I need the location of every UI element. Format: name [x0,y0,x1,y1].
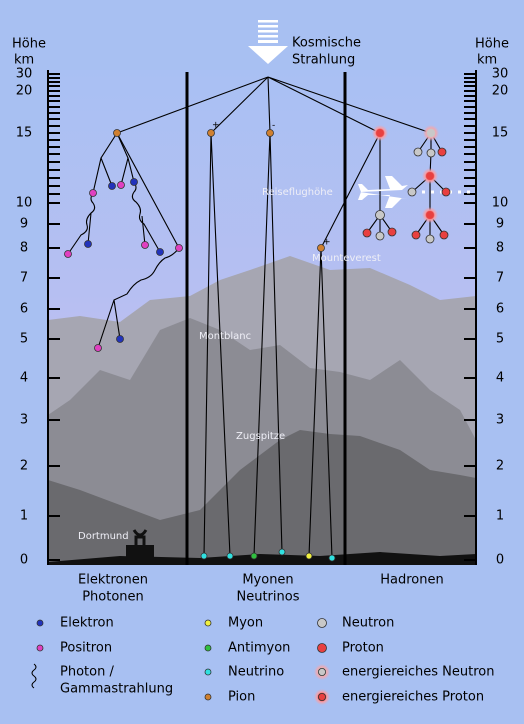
place-label: Dortmund [78,531,129,542]
legend-label: energiereiches Neutron [342,665,494,680]
column-label: Neutrinos [237,590,300,605]
legend-symbol [204,693,212,701]
tick-label: 5 [20,332,28,347]
tick-label: 3 [20,413,28,428]
tick-label: 30 [492,67,509,82]
particles [64,129,336,562]
tick-label: 10 [16,196,33,211]
legend-label: Antimyon [228,641,290,656]
legend-symbol [317,643,327,653]
legend-symbol [204,619,212,627]
legend-label: Proton [342,641,384,656]
legend-symbol [31,663,37,689]
legend-symbol [204,668,212,676]
ground [48,552,476,565]
legend-label: Positron [60,641,112,656]
particle [422,207,438,223]
dortmund-icon [132,529,148,545]
legend-symbol [204,644,212,652]
legend-label: Elektron [60,616,114,631]
legend-label: Myon [228,616,263,631]
axis-label: km [14,53,34,68]
airplane [358,176,408,208]
tick-label: 0 [20,553,28,568]
tick-label: 4 [496,371,504,386]
axis-label: Höhe [475,37,509,52]
particle [423,125,439,141]
tick-label: 8 [496,241,504,256]
cosmic-arrow [248,20,288,64]
tick-label: 15 [16,126,33,141]
tick-label: 3 [496,413,504,428]
dortmund-icon [126,545,154,559]
particle [422,168,438,184]
tick-label: 8 [20,241,28,256]
place-label: Zugspitze [236,431,285,442]
tick-label: 1 [496,509,504,524]
tick-label: 30 [16,67,33,82]
axis-label: Höhe [12,37,46,52]
charge: + [323,238,331,248]
tick-label: 20 [492,84,509,99]
column-label: Photonen [82,590,144,605]
charge: - [272,121,275,131]
place-label: Reiseflughöhe [262,187,333,198]
tick-label: 0 [496,553,504,568]
tick-label: 1 [20,509,28,524]
legend-symbol [317,668,326,677]
legend-label: energiereiches Proton [342,690,484,705]
tick-label: 6 [496,302,504,317]
tick-label: 6 [20,302,28,317]
axis-label: km [477,53,497,68]
tick-label: 15 [492,126,509,141]
particles [362,147,451,244]
tick-label: 7 [20,271,28,286]
legend-label: Photon / [60,665,114,680]
legend-label: Gammastrahlung [60,682,173,697]
legend-symbol [317,693,326,702]
legend-symbol [36,619,44,627]
tick-label: 9 [20,217,28,232]
place-label: Mounteverest [312,253,381,264]
column-label: Myonen [242,573,293,588]
place-label: Montblanc [199,331,251,342]
tick-label: 10 [492,196,509,211]
particle [372,125,388,141]
tick-label: 2 [496,459,504,474]
legend-symbol [36,644,44,652]
legend-label: Pion [228,690,255,705]
tick-label: 20 [16,84,33,99]
legend-label: Neutron [342,616,394,631]
column-label: Hadronen [380,573,443,588]
tick-label: 2 [20,459,28,474]
tick-label: 4 [20,371,28,386]
legend-label: Neutrino [228,665,284,680]
tick-label: 9 [496,217,504,232]
legend-symbol [317,618,327,628]
charge: + [212,121,220,131]
title: Strahlung [292,53,355,68]
title: Kosmische [292,36,361,51]
mountain-near [48,430,476,565]
tick-label: 5 [496,332,504,347]
column-label: Elektronen [78,573,148,588]
tick-label: 7 [496,271,504,286]
